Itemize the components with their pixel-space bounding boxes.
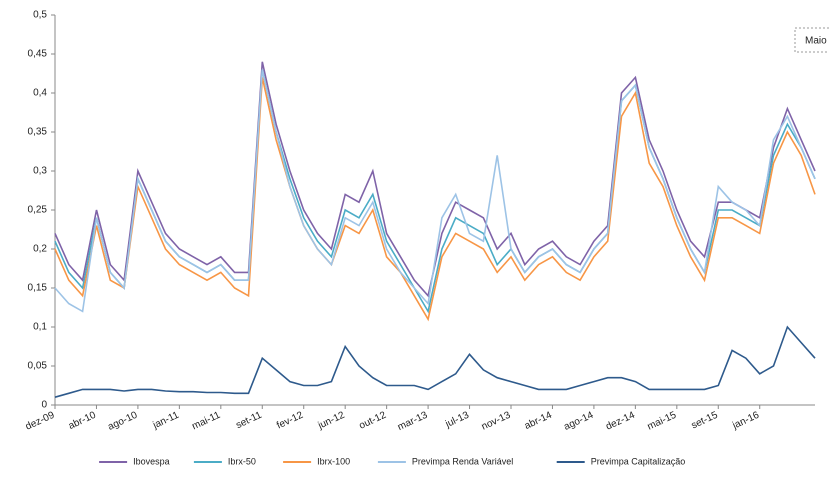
x-tick-label: dez-14 [604,410,637,433]
x-tick-label: jun-12 [316,410,347,432]
y-tick-label: 0,15 [28,283,48,294]
x-tick-label: mai-15 [646,410,679,433]
series-line [54,77,816,322]
legend-label: Ibrx-100 [317,456,350,466]
y-tick-label: 0,4 [33,88,47,99]
x-tick-label: nov-13 [480,410,513,433]
x-tick-label: mai-11 [190,410,222,433]
x-tick-label: jan-16 [730,410,761,432]
x-tick-label: ago-14 [562,410,595,433]
x-tick-label: abr-10 [67,410,98,432]
x-tick-label: set-11 [234,410,264,432]
x-tick-label: ago-10 [106,410,139,433]
y-tick-label: 0,25 [28,205,48,216]
legend-label: Ibovespa [133,456,170,466]
y-tick-label: 0 [41,400,47,411]
y-tick-label: 0,45 [28,49,48,60]
legend-box [794,27,829,53]
x-tick-label: mar-13 [396,410,430,434]
x-tick-label: jan-11 [151,410,181,432]
x-tick-label: out-12 [358,410,389,432]
y-tick-label: 0,2 [33,244,47,255]
x-tick-label: jul-13 [443,410,471,431]
annotation: Maio [805,36,827,47]
series-line [54,325,816,398]
y-tick-label: 0,5 [33,10,47,21]
x-tick-label: fev-12 [275,410,305,432]
x-tick-label: abr-14 [523,410,554,432]
y-tick-label: 0,1 [33,322,47,333]
legend-label: Ibrx-50 [228,456,256,466]
y-tick-label: 0,3 [33,166,47,177]
legend-label: Previmpa Renda Variável [412,456,513,466]
legend-label: Previmpa Capitalização [591,456,686,466]
series-line [54,69,816,313]
y-tick-label: 0,35 [28,127,48,138]
y-tick-label: 0,05 [28,361,48,372]
x-tick-label: dez-09 [24,410,57,433]
x-tick-label: set-15 [690,410,720,432]
